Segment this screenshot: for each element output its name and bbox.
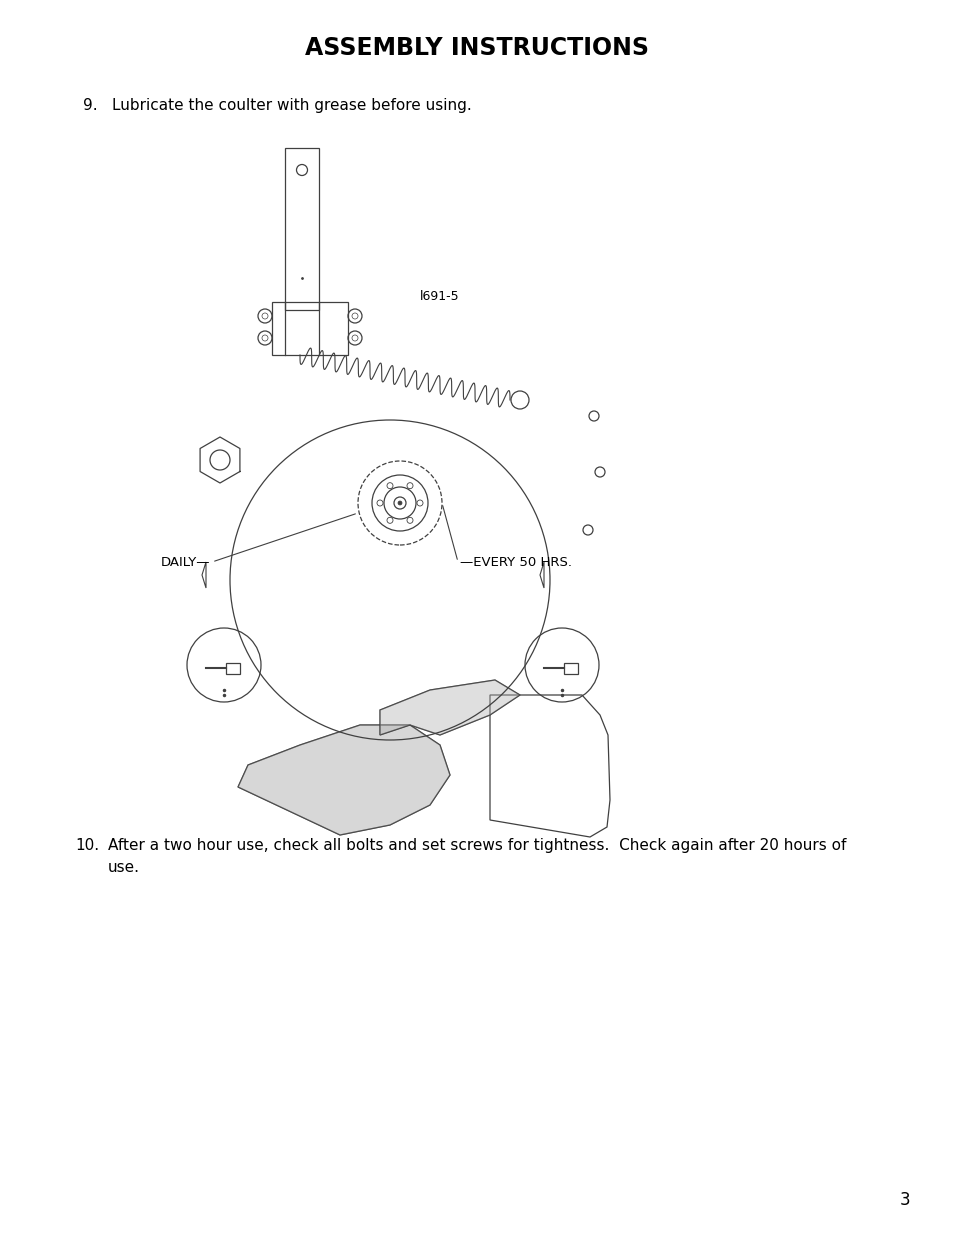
Polygon shape	[237, 725, 450, 835]
Text: 10.: 10.	[75, 839, 99, 853]
Text: 9.: 9.	[83, 98, 97, 112]
Bar	[226, 663, 240, 674]
Text: ASSEMBLY INSTRUCTIONS: ASSEMBLY INSTRUCTIONS	[305, 36, 648, 61]
Text: After a two hour use, check all bolts and set screws for tightness.  Check again: After a two hour use, check all bolts an…	[108, 839, 845, 853]
Text: DAILY—: DAILY—	[160, 556, 210, 568]
Circle shape	[397, 501, 401, 505]
Polygon shape	[379, 680, 519, 735]
Text: l691-5: l691-5	[419, 290, 459, 304]
Bar	[563, 663, 578, 674]
Bar	[285, 148, 318, 310]
Text: Lubricate the coulter with grease before using.: Lubricate the coulter with grease before…	[112, 98, 471, 112]
Text: —EVERY 50 HRS.: —EVERY 50 HRS.	[459, 556, 572, 568]
Text: use.: use.	[108, 860, 140, 876]
Bar	[272, 303, 348, 354]
Text: 3: 3	[899, 1191, 909, 1209]
